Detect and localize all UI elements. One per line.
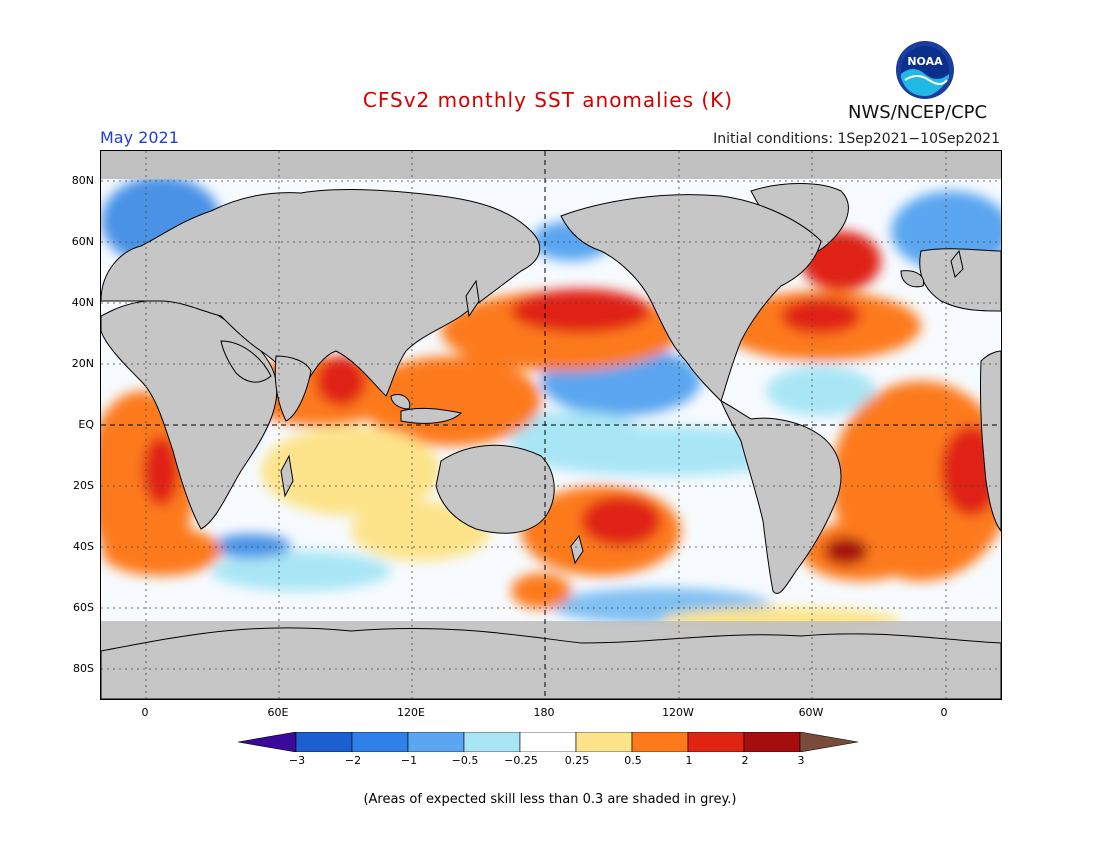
- colorbar-segment: [351, 732, 409, 752]
- initial-conditions: Initial conditions: 1Sep2021−10Sep2021: [713, 131, 1000, 147]
- lat-label: EQ: [78, 418, 94, 431]
- colorbar-label: 3: [797, 754, 805, 767]
- colorbar-segment: [519, 732, 577, 752]
- lat-label: 20N: [71, 357, 94, 370]
- colorbar-segment: [463, 732, 521, 752]
- lon-label: 0: [141, 706, 149, 719]
- organization-label: NWS/NCEP/CPC: [848, 102, 988, 123]
- target-month: May 2021: [100, 128, 179, 147]
- colorbar-segment: [687, 732, 745, 752]
- lon-label: 60E: [267, 706, 289, 719]
- colorbar-segment: [743, 732, 801, 752]
- logo-text: NOAA: [907, 55, 943, 68]
- lon-label: 180: [533, 706, 555, 719]
- lon-label: 120E: [397, 706, 425, 719]
- lat-label: 40S: [73, 540, 94, 553]
- colorbar-label: 2: [741, 754, 749, 767]
- lon-label: 60W: [798, 706, 824, 719]
- lat-label: 60N: [71, 235, 94, 248]
- noaa-logo: NOAA: [896, 41, 954, 99]
- footnote: (Areas of expected skill less than 0.3 a…: [363, 792, 737, 807]
- colorbar-label: −3: [288, 754, 306, 767]
- colorbar-segment: [295, 732, 353, 752]
- colorbar-label: 0.25: [564, 754, 590, 767]
- colorbar-label: 1: [685, 754, 693, 767]
- colorbar: [238, 732, 859, 752]
- colorbar-label: 0.5: [624, 754, 642, 767]
- colorbar-min-arrow: [238, 732, 297, 752]
- colorbar-max-arrow: [799, 732, 859, 752]
- colorbar-label: −2: [344, 754, 362, 767]
- colorbar-segment: [631, 732, 689, 752]
- lat-label: 20S: [73, 479, 94, 492]
- colorbar-label: −0.5: [451, 754, 479, 767]
- lat-label: 80N: [71, 174, 94, 187]
- sst-anomaly-map: [100, 150, 1002, 700]
- lat-label: 80S: [73, 662, 94, 675]
- graticule: [101, 151, 1001, 699]
- colorbar-label: −0.25: [504, 754, 538, 767]
- colorbar-segment: [407, 732, 465, 752]
- colorbar-label: −1: [400, 754, 418, 767]
- chart-title: CFSv2 monthly SST anomalies (K): [362, 88, 734, 112]
- lon-label: 120W: [662, 706, 694, 719]
- colorbar-segment: [575, 732, 633, 752]
- lat-label: 40N: [71, 296, 94, 309]
- lat-label: 60S: [73, 601, 94, 614]
- lon-label: 0: [940, 706, 948, 719]
